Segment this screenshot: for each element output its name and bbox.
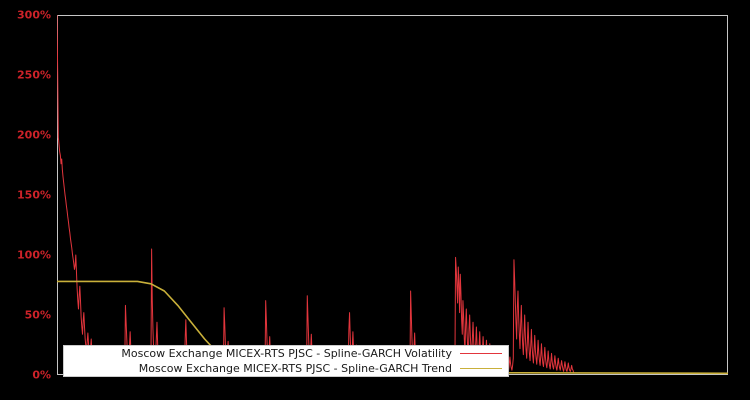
y-tick-label-1: 50%: [24, 308, 51, 322]
legend-swatch-volatility: [460, 353, 502, 354]
y-tick-label-4: 200%: [17, 128, 51, 142]
legend-entry-volatility: Moscow Exchange MICEX-RTS PJSC - Spline-…: [64, 346, 508, 361]
legend-entry-trend: Moscow Exchange MICEX-RTS PJSC - Spline-…: [64, 361, 508, 376]
y-tick-label-6: 300%: [17, 8, 51, 22]
y-tick-label-5: 250%: [17, 68, 51, 82]
series-group: [57, 15, 728, 374]
legend-label-trend: Moscow Exchange MICEX-RTS PJSC - Spline-…: [138, 362, 452, 375]
series-line-volatility: [57, 15, 574, 374]
chart-legend[interactable]: Moscow Exchange MICEX-RTS PJSC - Spline-…: [63, 345, 509, 377]
chart-data-layer: [57, 15, 728, 375]
legend-swatch-trend: [460, 368, 502, 369]
y-axis-tick-labels: 0% 50% 100% 150% 200% 250% 300%: [0, 0, 51, 400]
plot-area: [57, 15, 728, 375]
y-tick-label-0: 0%: [32, 368, 51, 382]
y-tick-label-2: 100%: [17, 248, 51, 262]
y-tick-label-3: 150%: [17, 188, 51, 202]
legend-label-volatility: Moscow Exchange MICEX-RTS PJSC - Spline-…: [121, 347, 452, 360]
